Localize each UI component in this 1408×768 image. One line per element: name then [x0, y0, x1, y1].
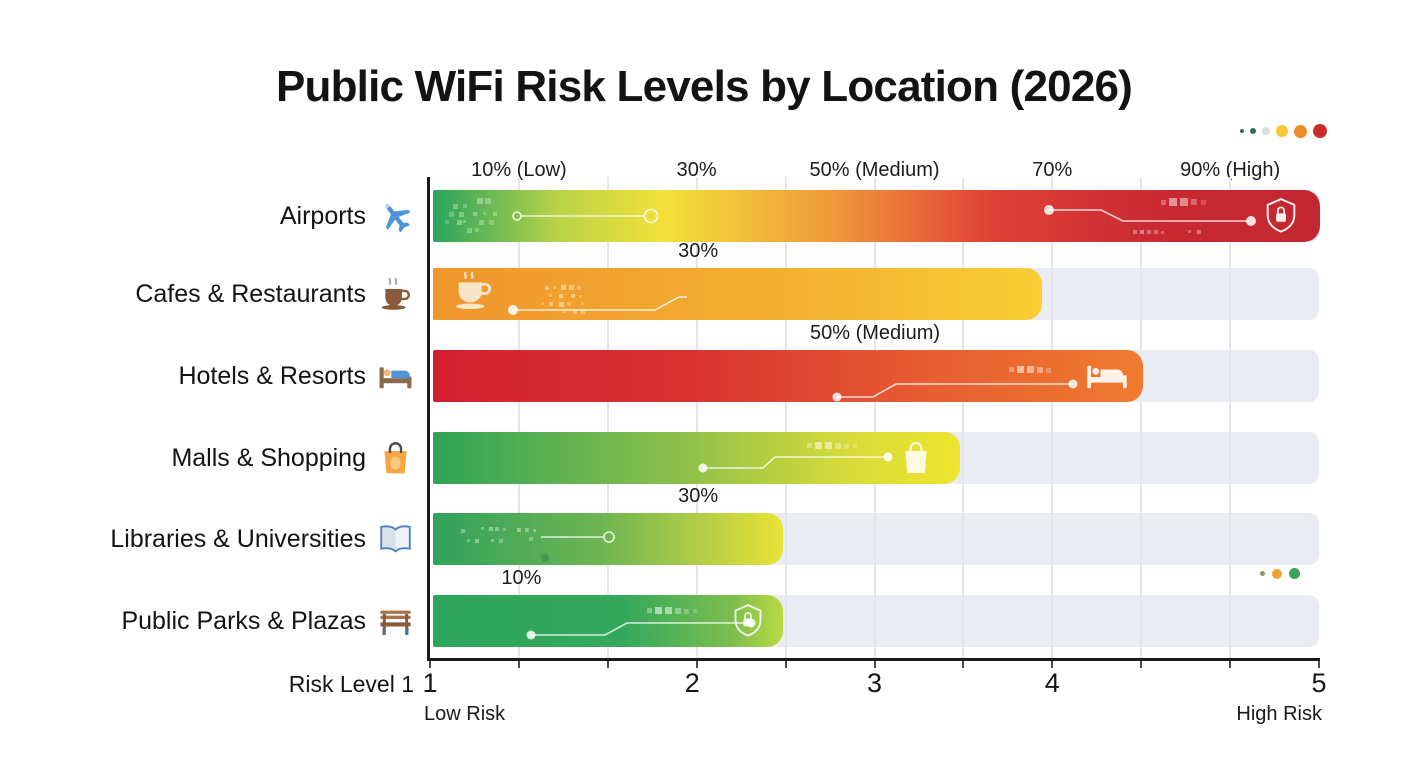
circuit-decor [461, 527, 615, 562]
axis-tickmark [1229, 661, 1232, 668]
gridline [962, 177, 965, 659]
bed-white-icon [832, 365, 1127, 402]
axis-tickmark [606, 661, 609, 668]
risk-bar-malls-shopping [433, 432, 960, 484]
axis-tickmark [962, 661, 965, 668]
axis-tickmark [873, 661, 876, 668]
high-risk-label: High Risk [1236, 703, 1322, 725]
category-label: Libraries & Universities [110, 524, 366, 553]
category-label: Cafes & Restaurants [135, 279, 366, 308]
bar-value-label: 30% [678, 485, 719, 507]
decor-dot [1262, 127, 1270, 135]
decor-dot [1289, 568, 1300, 579]
y-axis-line [427, 177, 430, 661]
shield-lock-icon [445, 198, 1296, 234]
decor-dot [1272, 568, 1282, 579]
risk-bar-libraries-universities [433, 513, 783, 565]
x-axis-line [427, 658, 1320, 661]
axis-tickmark [517, 661, 520, 668]
gridline [784, 177, 787, 659]
gridline [1140, 177, 1143, 659]
decor-dots-top [1240, 124, 1327, 138]
category-row-malls-shopping: Malls & Shopping [0, 432, 414, 484]
risk-bar-hotels-resorts [433, 350, 1143, 402]
coffee-cup-white-icon [454, 271, 687, 315]
x-axis-tick-label: 4 [1044, 668, 1060, 698]
low-risk-label: Low Risk [424, 703, 506, 725]
x-axis-tick-label: 1 [422, 668, 438, 698]
category-row-airports: Airports [0, 190, 414, 242]
x-axis-tick-label: 5 [1311, 668, 1327, 698]
top-axis-label: 90% (High) [1180, 159, 1281, 181]
category-row-cafes-restaurants: Cafes & Restaurants [0, 268, 414, 320]
category-label: Airports [279, 201, 366, 230]
decor-dot [1250, 128, 1256, 134]
risk-bar-cafes-restaurants [433, 268, 1042, 320]
shopping-bag-white-icon [698, 441, 928, 475]
category-label: Malls & Shopping [171, 443, 366, 472]
axis-tickmark [1140, 661, 1143, 668]
plot-area [430, 177, 1320, 661]
bar-value-label: 10% [501, 567, 542, 589]
axis-tickmark [784, 661, 787, 668]
decor-dot [1276, 125, 1288, 137]
gridline [695, 177, 698, 659]
axis-tickmark [1318, 661, 1320, 668]
page-title: Public WiFi Risk Levels by Location (202… [275, 62, 1133, 111]
x-axis-title: Risk Level 1 [288, 671, 414, 697]
risk-bar-public-parks-plazas [433, 595, 783, 647]
gridline [606, 177, 609, 659]
gridline [1229, 177, 1232, 659]
bed-icon [379, 366, 412, 388]
top-axis: 10% (Low) 30% 50% (Medium) 70% 90% (High… [0, 159, 1408, 185]
decor-dot [1240, 129, 1244, 133]
category-label: Public Parks & Plazas [121, 606, 366, 635]
airplane-icon [377, 197, 414, 235]
gridline [1051, 177, 1054, 659]
open-book-icon [380, 524, 411, 552]
top-axis-label: 50% (Medium) [809, 159, 940, 181]
category-row-hotels-resorts: Hotels & Resorts [0, 350, 414, 402]
x-axis-tick-label: 3 [866, 668, 883, 698]
top-axis-label: 70% [1032, 159, 1073, 181]
axis-tickmark [1051, 661, 1054, 668]
bench-icon [380, 610, 411, 635]
coffee-cup-icon [380, 277, 411, 311]
axis-tickmark [429, 661, 431, 668]
bar-value-label: 50% (Medium) [809, 322, 941, 344]
gridline [873, 177, 876, 659]
decor-dots-mid [1260, 568, 1300, 579]
axis-tickmark [695, 661, 698, 668]
shopping-bag-icon [383, 441, 408, 475]
decor-dot [1313, 124, 1327, 138]
decor-dot [1294, 124, 1307, 138]
shield-lock-icon [526, 604, 762, 640]
category-row-libraries-universities: Libraries & Universities [0, 513, 414, 565]
gridline [517, 177, 520, 659]
x-axis-tick-label: 2 [684, 668, 700, 698]
category-label: Hotels & Resorts [178, 361, 366, 390]
top-axis-label: 10% (Low) [471, 159, 567, 181]
decor-dot [1260, 571, 1265, 576]
top-axis-label: 30% [676, 159, 717, 181]
bar-value-label: 30% [678, 240, 719, 262]
category-row-public-parks-plazas: Public Parks & Plazas [0, 595, 414, 647]
risk-bar-airports [433, 190, 1320, 242]
